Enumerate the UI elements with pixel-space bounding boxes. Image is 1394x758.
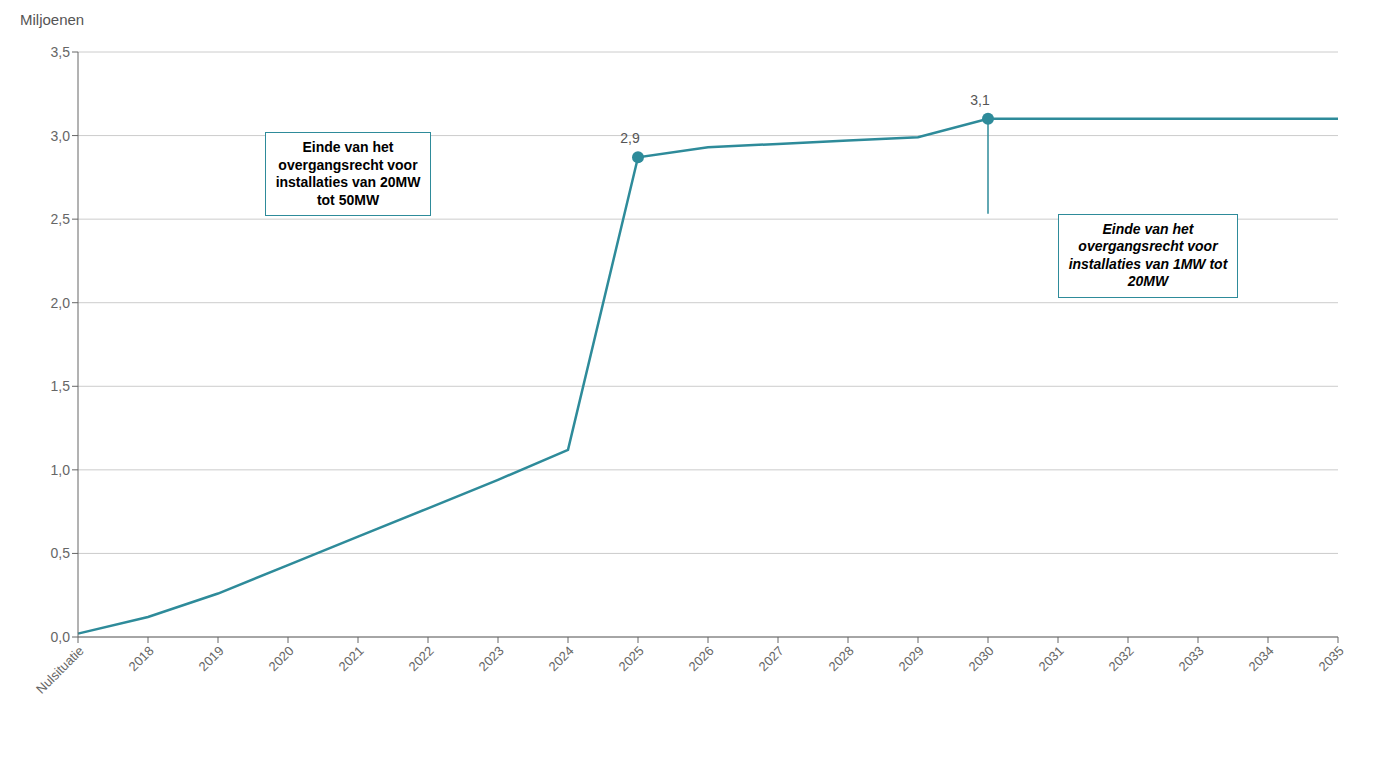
html-text:Einde van het overgangsrecht v: Einde van het overgangsrecht voor instal… xyxy=(1068,220,1228,290)
svg-text:2027: 2027 xyxy=(756,643,787,674)
svg-text:2034: 2034 xyxy=(1246,643,1277,674)
svg-text:2032: 2032 xyxy=(1106,643,1137,674)
svg-text:2020: 2020 xyxy=(266,643,297,674)
svg-text:1,0: 1,0 xyxy=(51,462,71,478)
svg-text:2,0: 2,0 xyxy=(51,295,71,311)
svg-text:2029: 2029 xyxy=(896,643,927,674)
svg-text:2022: 2022 xyxy=(406,643,437,674)
svg-text:1,5: 1,5 xyxy=(51,378,71,394)
svg-text:2035: 2035 xyxy=(1316,643,1347,674)
svg-text:2,5: 2,5 xyxy=(51,211,71,227)
html-text:Einde van het overgangsrecht v: Einde van het overgangsrecht voor instal… xyxy=(275,139,421,208)
svg-text:3,1: 3,1 xyxy=(970,92,990,108)
svg-text:3,0: 3,0 xyxy=(51,128,71,144)
svg-text:2028: 2028 xyxy=(826,643,857,674)
svg-text:2026: 2026 xyxy=(686,643,717,674)
html-text:Miljoenen: Miljoenen xyxy=(20,11,85,28)
svg-text:2031: 2031 xyxy=(1036,643,1067,674)
svg-text:2021: 2021 xyxy=(336,643,367,674)
svg-text:2019: 2019 xyxy=(196,643,227,674)
svg-text:2018: 2018 xyxy=(126,643,157,674)
svg-text:0,5: 0,5 xyxy=(51,545,71,561)
svg-text:3,5: 3,5 xyxy=(51,44,71,60)
svg-text:2030: 2030 xyxy=(966,643,997,674)
svg-text:2033: 2033 xyxy=(1176,643,1207,674)
svg-text:2025: 2025 xyxy=(616,643,647,674)
svg-text:2024: 2024 xyxy=(546,643,577,674)
svg-text:2023: 2023 xyxy=(476,643,507,674)
svg-text:0,0: 0,0 xyxy=(51,629,71,645)
svg-text:2,9: 2,9 xyxy=(620,130,640,146)
svg-text:Nulsituatie: Nulsituatie xyxy=(33,643,87,697)
